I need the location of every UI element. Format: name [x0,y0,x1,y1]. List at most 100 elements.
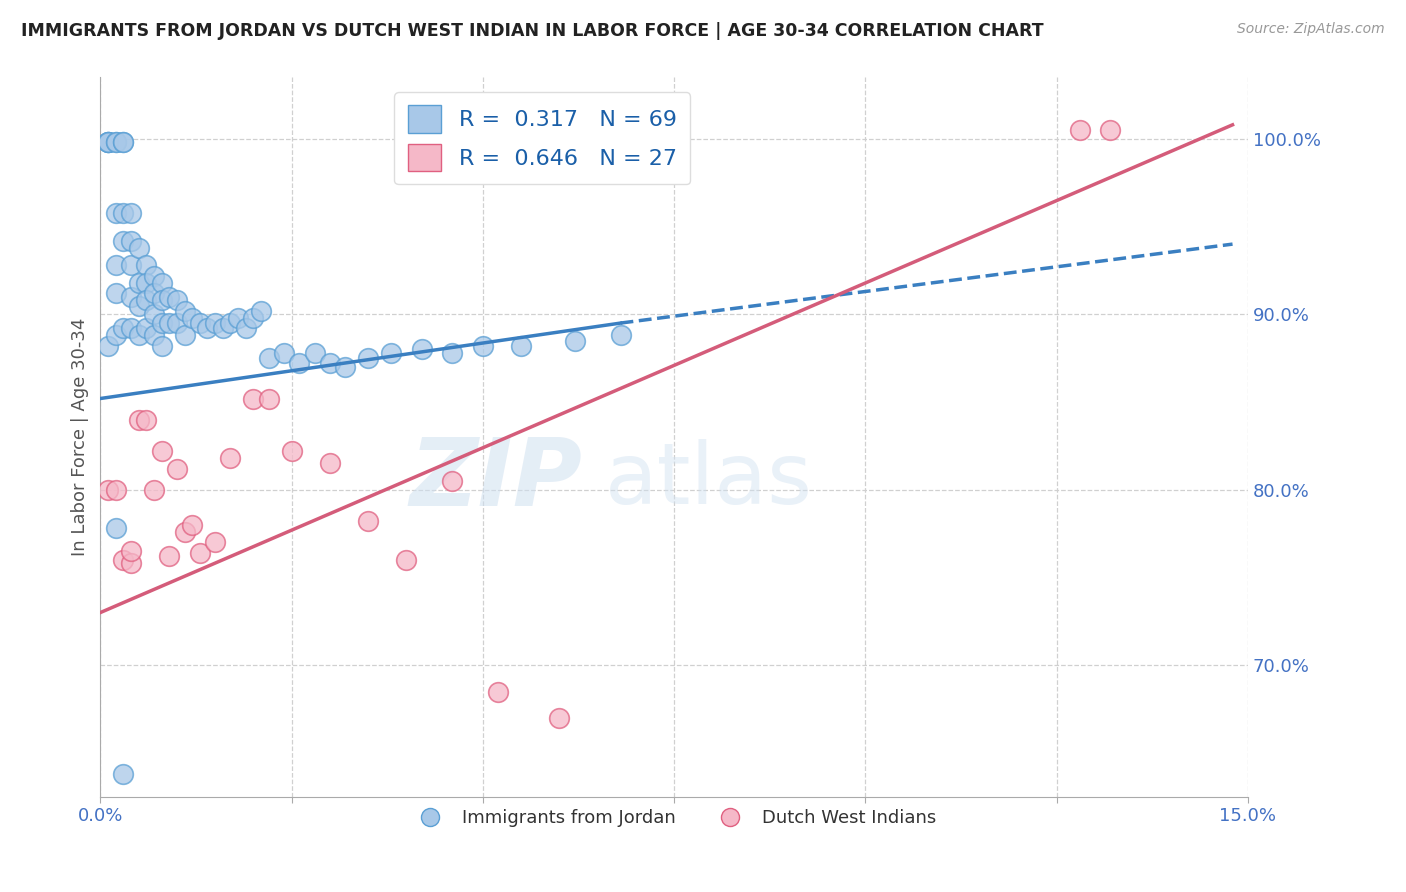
Point [157,549,180,564]
Point [97,136,120,150]
Point [157,316,180,330]
Point [120,205,142,219]
Point [242,392,264,406]
Point [380,346,402,360]
Text: Source: ZipAtlas.com: Source: ZipAtlas.com [1237,22,1385,37]
Point [235,321,257,335]
Point [150,276,173,290]
Point [204,316,226,330]
Point [97,136,120,150]
Point [357,351,380,366]
Point [357,514,380,528]
Point [142,268,165,283]
Point [112,321,135,335]
Point [128,412,150,426]
Text: IMMIGRANTS FROM JORDAN VS DUTCH WEST INDIAN IN LABOR FORCE | AGE 30-34 CORRELATI: IMMIGRANTS FROM JORDAN VS DUTCH WEST IND… [21,22,1043,40]
Point [135,276,157,290]
Text: atlas: atlas [605,439,813,522]
Point [142,483,165,497]
Point [128,328,150,343]
Point [128,276,150,290]
Point [128,299,150,313]
Point [112,136,135,150]
Point [548,711,571,725]
Point [441,474,464,488]
Point [166,461,188,475]
Point [333,359,356,374]
Point [319,457,342,471]
Point [120,258,142,272]
Point [257,392,280,406]
Point [135,258,157,272]
Point [280,444,302,458]
Point [104,205,127,219]
Point [104,286,127,301]
Point [173,303,195,318]
Point [471,339,494,353]
Point [181,517,204,532]
Point [150,316,173,330]
Point [104,136,127,150]
Point [173,524,195,539]
Point [142,307,165,321]
Point [564,334,586,348]
Point [97,136,120,150]
Point [104,136,127,150]
Point [157,290,180,304]
Point [112,205,135,219]
Point [120,557,142,571]
Point [104,328,127,343]
Point [219,316,242,330]
Point [166,316,188,330]
Point [486,684,509,698]
Point [120,544,142,558]
Point [120,290,142,304]
Point [128,241,150,255]
Point [112,553,135,567]
Point [211,321,233,335]
Point [97,136,120,150]
Point [609,328,631,343]
Point [142,328,165,343]
Point [150,293,173,308]
Point [112,234,135,248]
Point [97,339,120,353]
Point [319,356,342,370]
Point [97,483,120,497]
Point [104,483,127,497]
Point [242,310,264,325]
Point [188,316,211,330]
Point [135,412,157,426]
Point [304,346,326,360]
Point [150,444,173,458]
Point [135,321,157,335]
Point [104,258,127,272]
Point [188,546,211,560]
Point [166,293,188,308]
Point [197,321,219,335]
Point [288,356,311,370]
Point [411,343,433,357]
Point [273,346,295,360]
Point [219,451,242,466]
Point [204,535,226,549]
Point [104,521,127,535]
Point [173,328,195,343]
Point [181,310,204,325]
Point [1069,123,1091,137]
Point [150,339,173,353]
Point [226,310,249,325]
Point [112,136,135,150]
Point [257,351,280,366]
Point [135,293,157,308]
Point [250,303,273,318]
Y-axis label: In Labor Force | Age 30-34: In Labor Force | Age 30-34 [72,318,89,557]
Point [120,234,142,248]
Point [441,346,464,360]
Point [395,553,418,567]
Text: ZIP: ZIP [409,434,582,526]
Point [120,321,142,335]
Point [510,339,533,353]
Legend: Immigrants from Jordan, Dutch West Indians: Immigrants from Jordan, Dutch West India… [405,802,943,835]
Point [1099,123,1122,137]
